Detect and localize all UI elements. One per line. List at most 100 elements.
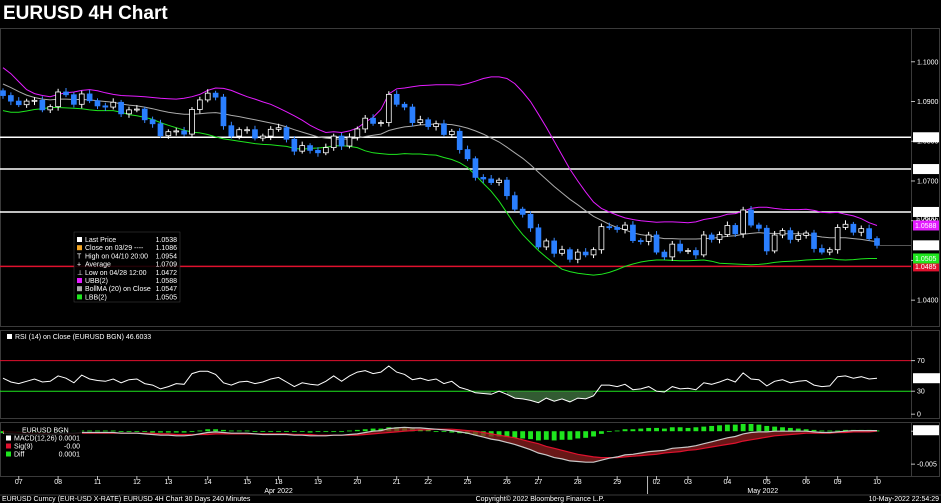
candle-body <box>653 234 660 253</box>
macd-signal-fill <box>3 427 877 463</box>
rsi-value-tag: 46.6033 <box>914 376 939 383</box>
level-tag-box <box>913 132 939 143</box>
macd-diff-bar <box>291 431 297 433</box>
macd-diff-bar <box>370 428 376 432</box>
partially-hidden-tag: 1.0600 <box>915 215 937 222</box>
macd-legend-label: EURUSD BGN <box>22 428 69 435</box>
legend-label: Low on 04/28 12:00 <box>85 270 147 277</box>
candle-body <box>401 103 408 108</box>
macd-diff-bar <box>126 431 132 433</box>
x-tick-label: 04 <box>723 479 731 486</box>
candle-body <box>94 100 101 107</box>
candle-body <box>141 108 148 121</box>
candle-body <box>252 129 258 139</box>
macd-diff-bar <box>780 427 785 432</box>
x-tick-label: 27 <box>535 479 543 486</box>
footer-copyright: Copyright© 2022 Bloomberg Finance L.P. <box>476 495 605 503</box>
macd-legend-box <box>4 425 82 459</box>
legend-marker: ⊥ <box>77 270 83 277</box>
candle-body <box>763 227 770 252</box>
macd-legend-value: 0.0001 <box>59 436 81 443</box>
candle-body <box>504 179 510 197</box>
macd-legend-value: 0.0001 <box>59 452 81 459</box>
candle-body <box>283 127 290 140</box>
macd-diff-bar <box>677 427 683 432</box>
candle-body <box>275 127 282 130</box>
candle-body <box>519 208 526 215</box>
candle-body <box>78 93 85 105</box>
candle-body <box>622 224 628 230</box>
candle-body <box>118 101 124 115</box>
price-tick-label: 1.0400 <box>917 298 939 305</box>
macd-diff-bar <box>693 427 699 432</box>
macd-diff-bar <box>496 431 502 437</box>
rsi-value-tag-box <box>913 373 940 384</box>
x-tick-label: 11 <box>94 479 101 486</box>
upper-bollinger-band <box>2 67 878 226</box>
legend-value: 1.0709 <box>156 262 178 269</box>
macd-diff-bar <box>213 429 219 432</box>
macd-diff-bar <box>654 427 659 432</box>
macd-diff-bar <box>173 431 179 433</box>
macd-diff-bar <box>244 430 250 432</box>
macd-diff-bar <box>284 431 289 433</box>
candle-body <box>551 240 558 254</box>
macd-diff-bar <box>669 427 675 432</box>
candle-body <box>433 123 439 127</box>
candle-body <box>102 105 109 108</box>
x-tick-label: 20 <box>353 479 361 486</box>
macd-diff-bar <box>819 430 825 432</box>
level-tag-box <box>913 261 939 272</box>
candle-body <box>260 135 266 139</box>
macd-value-tag-box <box>913 425 939 436</box>
candle-body <box>354 128 361 138</box>
macd-diff-bar <box>323 431 329 433</box>
chart-title-text: EURUSD 4H Chart <box>3 3 168 24</box>
macd-tick-label: -0.005 <box>917 462 937 469</box>
macd-diff-bar <box>433 431 439 433</box>
candle-body <box>811 232 817 249</box>
macd-diff-bar <box>559 431 565 440</box>
macd-diff-bar <box>150 431 156 433</box>
candle-body <box>724 225 731 236</box>
macd-diff-bar <box>441 431 447 433</box>
level-tag-label: 1.0622 <box>915 209 937 216</box>
candle-body <box>771 234 778 252</box>
legend-marker: + <box>77 262 81 269</box>
candle-body <box>197 99 203 110</box>
candle-body <box>189 109 195 135</box>
candle-body <box>126 109 132 115</box>
x-tick-label: 10 <box>873 479 881 486</box>
macd-diff-bar <box>347 430 352 432</box>
candle-body <box>39 99 46 111</box>
candle-body <box>535 227 542 248</box>
candle-body <box>417 119 424 123</box>
macd-line <box>2 426 877 463</box>
candle-body <box>464 149 471 160</box>
macd-diff-bar <box>102 430 108 432</box>
candle-body <box>86 93 93 102</box>
x-tick-label: 05 <box>763 479 771 486</box>
macd-diff-bar <box>110 430 116 432</box>
macd-diff-bar <box>504 431 510 438</box>
month-label: Apr 2022 <box>264 488 293 495</box>
macd-diff-bar <box>252 431 258 433</box>
legend-label: High on 04/10 20:00 <box>85 253 148 260</box>
macd-diff-bar <box>701 426 707 432</box>
macd-diff-bar <box>756 424 762 432</box>
candle-body <box>496 179 502 183</box>
macd-diff-bar <box>591 431 596 437</box>
candle-body <box>456 130 463 150</box>
macd-diff-bar <box>142 431 148 433</box>
macd-diff-bar <box>158 431 163 433</box>
x-tick-label: 06 <box>802 479 810 486</box>
candle-body <box>748 209 754 226</box>
macd-diff-bar <box>268 431 274 433</box>
macd-diff-bar <box>118 431 124 433</box>
macd-diff-bar <box>528 431 533 440</box>
candle-body <box>787 230 794 240</box>
macd-diff-bar <box>197 430 203 432</box>
candle-body <box>228 125 235 137</box>
legend-value: 1.0505 <box>156 294 178 301</box>
macd-diff-bar <box>772 426 778 432</box>
